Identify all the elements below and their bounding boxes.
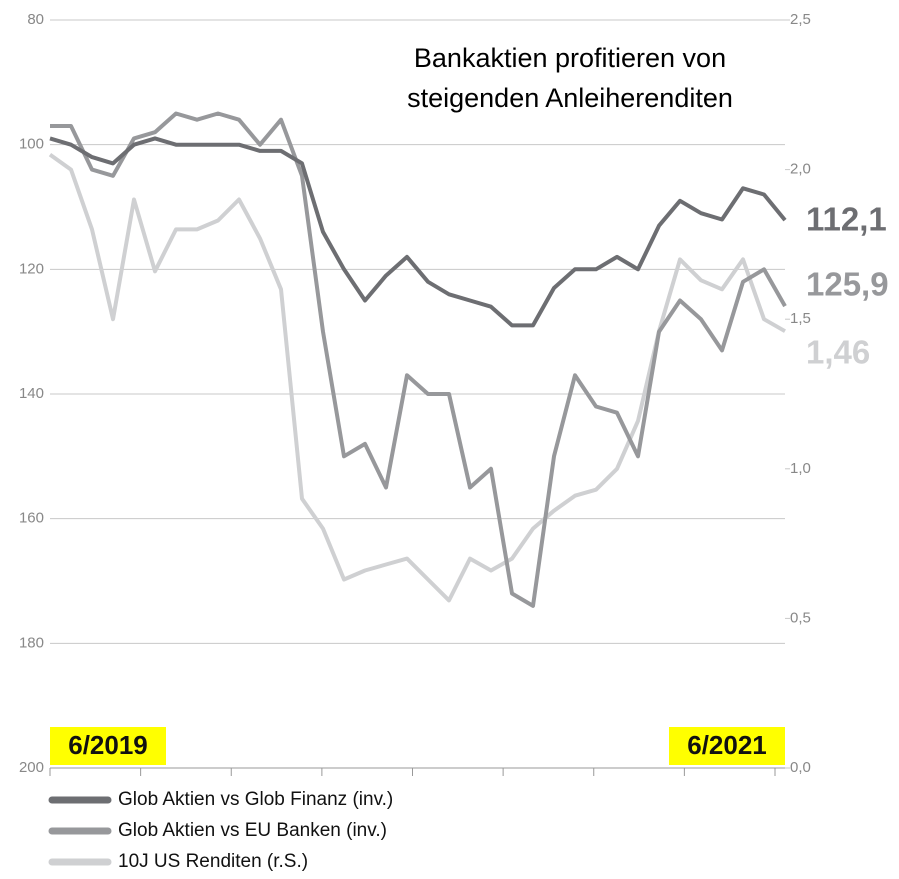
last-value-label: 112,1 [806,201,887,238]
y-tick-label: 180 [19,634,44,651]
y-tick-label: 160 [19,510,44,527]
chart-title: Bankaktien profitieren von [414,43,726,73]
start-label-box [50,727,166,765]
series-line [50,111,787,608]
y-tick-label: 100 [19,136,44,153]
y-tick-label: 80 [27,11,44,28]
y2-tick-label: 0,0 [790,759,811,776]
series-line [48,152,786,603]
chart-title: steigenden Anleiherenditen [407,83,733,113]
y2-tick-label: 1,5 [790,310,811,327]
series-line [49,136,787,328]
y2-tick-label: 2,0 [790,161,811,178]
end-label: 6/2021 [687,730,767,760]
y2-tick-label: 2,5 [790,11,811,28]
last-value-label: 1,46 [806,334,870,371]
legend-label: Glob Aktien vs EU Banken (inv.) [118,820,387,841]
end-label-box [669,727,785,765]
y2-tick-label: 1,0 [790,460,811,477]
start-label: 6/2019 [68,730,148,760]
legend-label: Glob Aktien vs Glob Finanz (inv.) [118,789,393,810]
y-tick-label: 120 [19,260,44,277]
y-tick-label: 140 [19,385,44,402]
last-value-label: 125,9 [806,266,889,303]
legend-label: 10J US Renditen (r.S.) [118,851,308,872]
y-tick-label: 200 [19,759,44,776]
y2-tick-label: 0,5 [790,609,811,626]
